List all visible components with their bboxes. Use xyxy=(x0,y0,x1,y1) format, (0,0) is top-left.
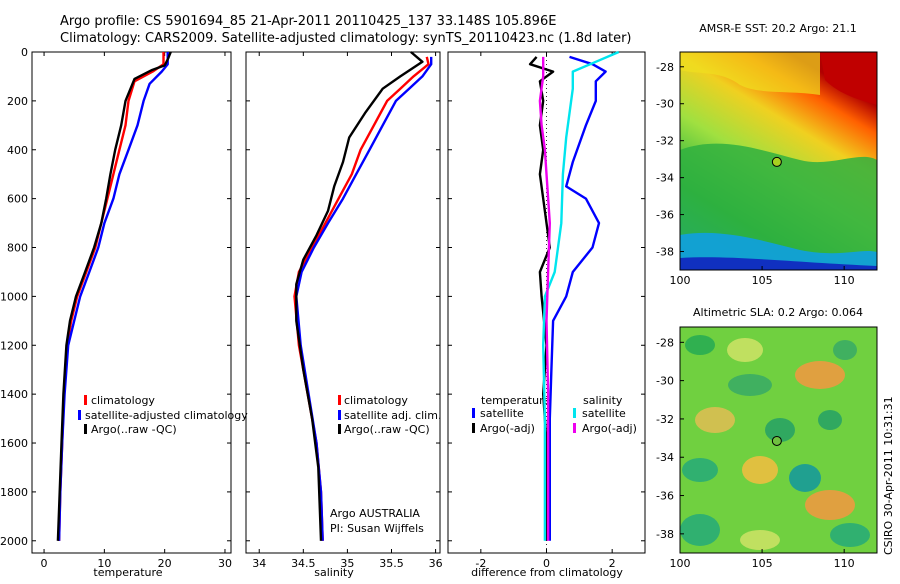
annotation-pi: PI: Susan Wijffels xyxy=(330,522,424,535)
salinity-panel xyxy=(245,51,441,554)
depth-tick-label: 2000 xyxy=(0,535,28,548)
map-y-tick-label: -32 xyxy=(656,135,674,148)
x-tick-label: 35 xyxy=(340,557,354,570)
series-line-salinity-argo-adj- xyxy=(538,56,551,541)
map-x-tick-label: 105 xyxy=(752,274,773,287)
depth-tick-label: 0 xyxy=(21,46,28,59)
legend-title-temperature: temperature xyxy=(481,394,550,407)
legend-swatch-climatology xyxy=(84,395,87,405)
map-y-tick-label: -34 xyxy=(656,451,674,464)
map-y-tick-label: -38 xyxy=(656,246,674,259)
sst-map: AMSR-E SST: 20.2 Argo: 21.1 -28 -30 -32 -34… xyxy=(656,22,878,287)
x-tick-label: 2 xyxy=(609,557,616,570)
map-y-tick-label: -36 xyxy=(656,209,674,222)
legend-swatch-climatology xyxy=(338,395,341,405)
x-tick-label: 0 xyxy=(41,557,48,570)
x-tick-label: 35.5 xyxy=(379,557,404,570)
temperature-legend: climatology satellite-adjusted climatolo… xyxy=(78,394,248,436)
map-x-tick-label: 100 xyxy=(670,274,691,287)
x-tick-label: -2 xyxy=(475,557,486,570)
map-y-tick-label: -28 xyxy=(656,61,674,74)
x-tick-label: 34 xyxy=(252,557,266,570)
depth-tick-label: 600 xyxy=(7,193,28,206)
legend-title-salinity: salinity xyxy=(583,394,623,407)
depth-axis: 0 200 400 600 800 1000 1200 1400 1600 1800 2000 xyxy=(0,46,28,548)
sst-map-title: AMSR-E SST: 20.2 Argo: 21.1 xyxy=(699,22,857,35)
legend-swatch-sal-argo xyxy=(573,423,576,433)
depth-tick-label: 1400 xyxy=(0,388,28,401)
depth-tick-label: 200 xyxy=(7,95,28,108)
depth-tick-label: 1600 xyxy=(0,437,28,450)
sla-profile-marker xyxy=(771,435,782,446)
legend-label-climatology: climatology xyxy=(344,394,408,407)
map-x-tick-label: 110 xyxy=(834,557,855,570)
legend-label-sal-argo: Argo(-adj) xyxy=(582,422,637,435)
depth-tick-label: 1000 xyxy=(0,290,28,303)
map-y-tick-label: -34 xyxy=(656,172,674,185)
series-line-climatology xyxy=(57,52,165,541)
legend-swatch-satellite xyxy=(78,410,81,420)
depth-tick-label: 1200 xyxy=(0,339,28,352)
temperature-panel xyxy=(31,51,232,554)
series-line-salinity-satellite xyxy=(542,50,620,541)
difference-xlabel: difference from climatology xyxy=(471,566,623,579)
difference-legend: temperature satellite Argo(-adj) salinit… xyxy=(472,394,637,435)
sla-map-title: Altimetric SLA: 0.2 Argo: 0.064 xyxy=(693,306,863,319)
map-y-tick-label: -36 xyxy=(656,490,674,503)
map-y-tick-label: -28 xyxy=(656,336,674,349)
x-tick-label: 34.5 xyxy=(291,557,316,570)
salinity-xlabel: salinity xyxy=(314,566,354,579)
map-y-tick-label: -30 xyxy=(656,98,674,111)
map-y-tick-label: -30 xyxy=(656,375,674,388)
depth-tick-label: 800 xyxy=(7,242,28,255)
legend-swatch-sal-satellite xyxy=(573,408,576,418)
legend-label-temp-argo: Argo(-adj) xyxy=(480,422,535,435)
map-x-tick-label: 105 xyxy=(752,557,773,570)
x-tick-label: 30 xyxy=(218,557,232,570)
x-tick-label: 20 xyxy=(158,557,172,570)
series-line-argo-raw-qc- xyxy=(295,51,424,541)
series-line-satellite-adj-clim- xyxy=(295,56,433,541)
legend-label-argo: Argo(..raw -QC) xyxy=(344,423,430,436)
legend-label-climatology: climatology xyxy=(91,394,155,407)
legend-label-satellite: satellite adj. clim. xyxy=(344,409,441,422)
map-y-tick-label: -38 xyxy=(656,528,674,541)
header-line2: Climatology: CARS2009. Satellite-adjuste… xyxy=(60,31,632,46)
legend-swatch-satellite xyxy=(338,410,341,420)
series-line-temperature-satellite xyxy=(548,55,607,541)
x-tick-label: 36 xyxy=(429,557,443,570)
map-x-tick-label: 110 xyxy=(834,274,855,287)
x-tick-label: 10 xyxy=(97,557,111,570)
legend-swatch-temp-satellite xyxy=(472,408,475,418)
legend-label-satellite: satellite-adjusted climatology xyxy=(85,409,248,422)
legend-swatch-temp-argo xyxy=(472,423,475,433)
series-line-argo-raw-qc- xyxy=(56,51,172,541)
sst-profile-marker xyxy=(771,156,782,167)
csiro-timestamp: CSIRO 30-Apr-2011 10:31:31 xyxy=(882,396,895,555)
depth-tick-label: 400 xyxy=(7,144,28,157)
map-x-tick-label: 100 xyxy=(670,557,691,570)
x-tick-label: 0 xyxy=(543,557,550,570)
legend-label-argo: Argo(..raw -QC) xyxy=(91,423,177,436)
map-y-tick-label: -32 xyxy=(656,413,674,426)
salinity-legend: climatology satellite adj. clim. Argo(..… xyxy=(330,394,441,535)
header-line1: Argo profile: CS 5901694_85 21-Apr-2011 … xyxy=(60,14,556,29)
sla-map: Altimetric SLA: 0.2 Argo: 0.064 -28 -30 -3… xyxy=(656,306,878,570)
legend-label-temp-satellite: satellite xyxy=(480,407,524,420)
annotation-argo-australia: Argo AUSTRALIA xyxy=(330,507,420,520)
legend-label-sal-satellite: satellite xyxy=(582,407,626,420)
series-line-climatology xyxy=(293,56,430,541)
temperature-xlabel: temperature xyxy=(93,566,162,579)
legend-swatch-argo xyxy=(84,424,87,434)
legend-swatch-argo xyxy=(338,424,341,434)
depth-tick-label: 1800 xyxy=(0,486,28,499)
